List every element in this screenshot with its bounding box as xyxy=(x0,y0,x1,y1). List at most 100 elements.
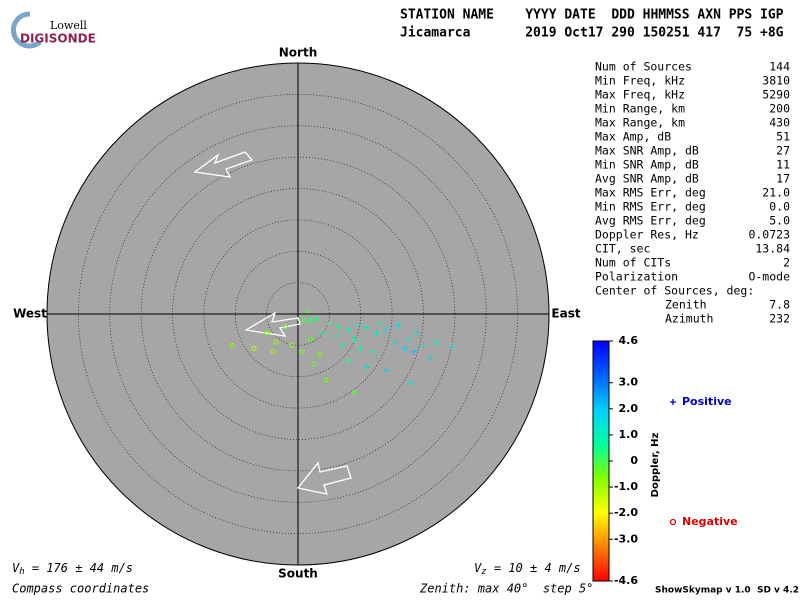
source-circle xyxy=(282,324,288,330)
source-plus xyxy=(373,329,380,336)
center-label: Zenith xyxy=(665,298,707,312)
center-value: 232 xyxy=(769,312,790,326)
stat-value: 17 xyxy=(776,172,790,186)
zenith-note: Zenith: max 40° step 5° xyxy=(419,582,593,596)
stat-label: Max Range, km xyxy=(595,116,685,130)
stat-label: Doppler Res, Hz xyxy=(595,228,699,242)
source-plus xyxy=(351,336,358,343)
source-plus xyxy=(307,317,314,324)
vh: Vh = 176 ± 44 m/s xyxy=(12,561,133,577)
source-plus xyxy=(376,320,383,327)
source-plus xyxy=(414,329,421,336)
legend-label: Positive xyxy=(682,395,732,408)
dir-north: North xyxy=(279,46,317,60)
source-plus xyxy=(382,326,389,333)
dir-east: East xyxy=(551,307,580,321)
source-circle xyxy=(308,336,314,342)
colorbar-tick-label: -4.6 xyxy=(614,574,638,587)
source-circle xyxy=(270,349,276,355)
source-plus xyxy=(395,322,402,329)
dir-south: South xyxy=(278,567,318,581)
source-plus xyxy=(401,345,408,352)
source-plus xyxy=(411,348,418,355)
source-plus xyxy=(404,336,411,343)
source-plus xyxy=(364,324,371,331)
stat-label: Max RMS Err, deg xyxy=(595,186,706,200)
stat-value: 144 xyxy=(769,60,790,74)
source-plus xyxy=(345,326,352,333)
source-plus xyxy=(433,339,440,346)
stat-label: Max Amp, dB xyxy=(595,130,671,144)
source-circle xyxy=(264,330,270,336)
source-plus xyxy=(357,345,364,352)
stat-label: Min Freq, kHz xyxy=(595,74,685,88)
stat-label: Polarization xyxy=(595,270,678,284)
stat-value: 5290 xyxy=(762,88,790,102)
stat-label: Avg SNR Amp, dB xyxy=(595,172,699,186)
stat-value: 200 xyxy=(769,102,790,116)
stat-value: 51 xyxy=(776,130,790,144)
stat-value: 13.84 xyxy=(755,242,790,256)
legend-marker xyxy=(669,518,677,526)
stat-value: 5.0 xyxy=(769,214,790,228)
source-plus xyxy=(335,323,342,330)
source-plus xyxy=(392,339,399,346)
center-label: Azimuth xyxy=(665,312,713,326)
source-circle xyxy=(304,308,310,314)
colorbar-tick-label: -2.0 xyxy=(614,506,638,519)
logo-swoosh xyxy=(10,11,42,49)
stat-label: Max SNR Amp, dB xyxy=(595,144,699,158)
stat-value: O-mode xyxy=(748,270,790,284)
source-circle xyxy=(311,361,317,367)
center-label: Center of Sources, deg: xyxy=(595,284,754,298)
logo-top: Lowell xyxy=(50,19,87,32)
stat-value: 27 xyxy=(776,144,790,158)
colorbar-tick-label: -1.0 xyxy=(614,480,638,493)
stat-value: 0.0723 xyxy=(748,228,790,242)
drift-arrows xyxy=(193,151,352,495)
stat-value: 11 xyxy=(776,158,790,172)
source-plus xyxy=(382,367,389,374)
colorbar-tick-label: 4.6 xyxy=(619,334,639,347)
stat-value: 430 xyxy=(769,116,790,130)
center-value: 7.8 xyxy=(769,298,790,312)
stat-label: Avg RMS Err, deg xyxy=(595,214,706,228)
source-circle xyxy=(289,342,295,348)
source-circle xyxy=(323,377,329,383)
source-circle xyxy=(229,342,235,348)
colorbar-tick-label: 1.0 xyxy=(619,428,639,441)
stat-value: 21.0 xyxy=(762,186,790,200)
colorbar-tick-label: 0 xyxy=(630,454,638,467)
source-plus xyxy=(354,322,361,329)
logo-bottom: DIGISONDE xyxy=(20,32,96,46)
source-plus xyxy=(364,364,371,371)
logo: Lowell DIGISONDE xyxy=(10,11,96,49)
stat-value: 2 xyxy=(783,256,790,270)
source-plus xyxy=(426,354,433,361)
source-plus xyxy=(332,332,339,339)
source-plus xyxy=(326,320,333,327)
source-circle xyxy=(301,317,307,323)
colorbar xyxy=(592,340,610,582)
stat-label: CIT, sec xyxy=(595,242,650,256)
stat-label: Min Range, km xyxy=(595,102,685,116)
source-circle xyxy=(317,352,323,358)
stat-label: Num of Sources xyxy=(595,60,692,74)
source-plus xyxy=(338,342,345,349)
colorbar-tick-label: -3.0 xyxy=(614,532,638,545)
stat-value: 3810 xyxy=(762,74,790,88)
stat-label: Min SNR Amp, dB xyxy=(595,158,699,172)
stat-value: 0.0 xyxy=(769,200,790,214)
arrow xyxy=(244,311,301,337)
dir-west: West xyxy=(13,307,47,321)
source-plus xyxy=(370,348,377,355)
arrow xyxy=(296,461,352,495)
colorbar-tick-label: 2.0 xyxy=(619,402,639,415)
source-circle xyxy=(251,346,257,352)
colorbar-tick-label: 3.0 xyxy=(619,376,639,389)
source-plus xyxy=(448,343,455,350)
vz: Vz = 10 ± 4 m/s xyxy=(474,561,581,577)
legend-label: Negative xyxy=(682,515,738,528)
source-plus xyxy=(313,316,320,323)
